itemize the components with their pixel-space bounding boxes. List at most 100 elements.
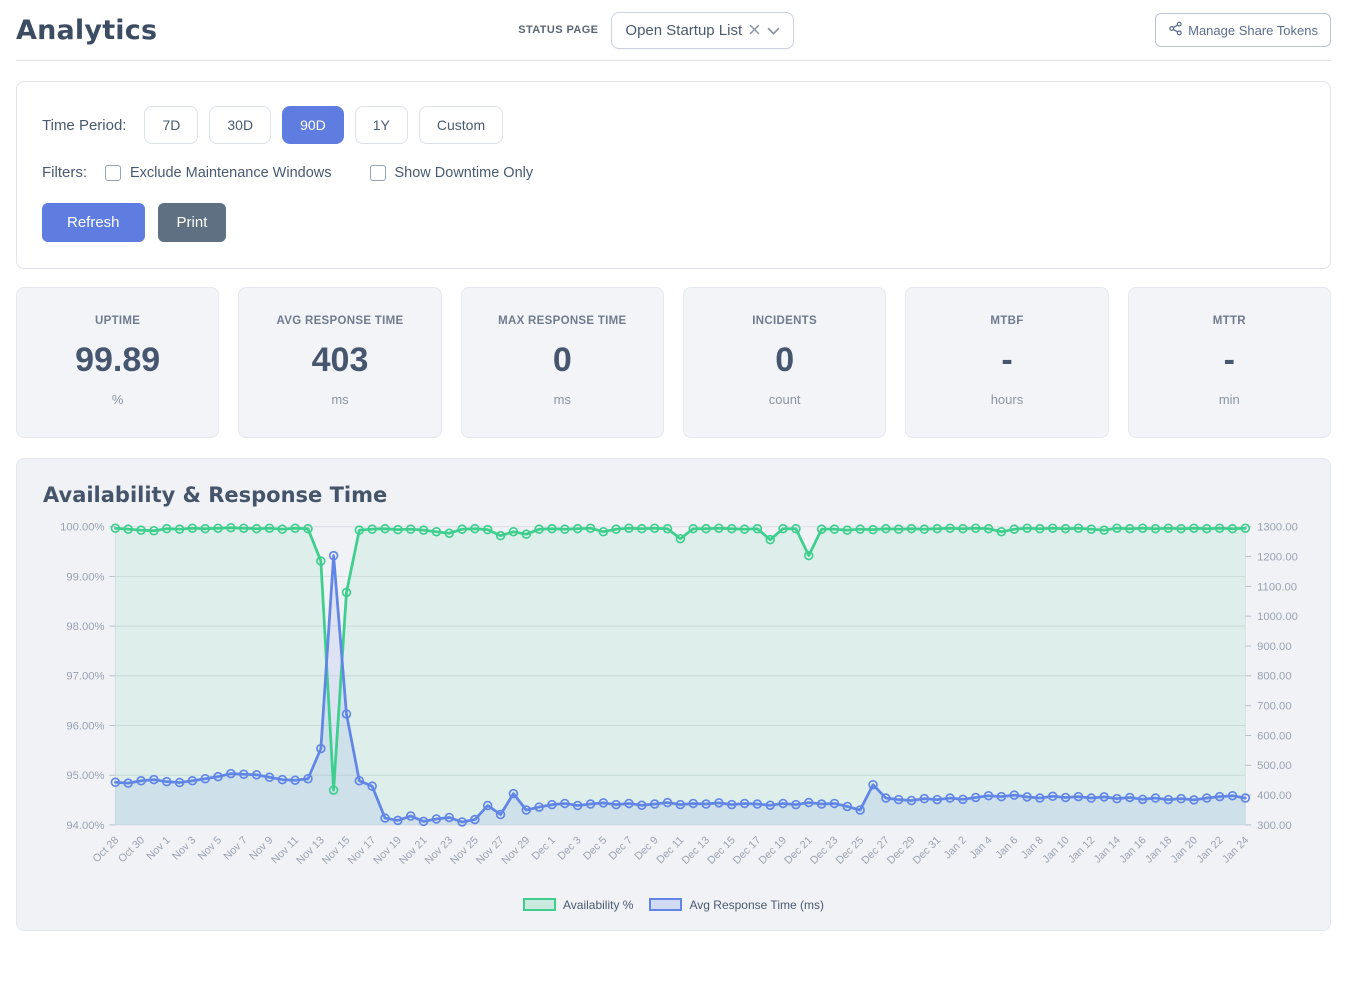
time-period-buttons: 7D 30D 90D 1Y Custom: [144, 106, 514, 144]
svg-text:900.00: 900.00: [1257, 641, 1291, 653]
svg-text:600.00: 600.00: [1257, 730, 1291, 742]
checkbox-show-downtime[interactable]: Show Downtime Only: [369, 164, 534, 181]
svg-text:Nov 23: Nov 23: [423, 834, 456, 867]
chart-legend: Availability % Avg Response Time (ms): [31, 898, 1316, 922]
stat-label: UPTIME: [95, 315, 141, 327]
svg-text:Dec 1: Dec 1: [530, 834, 558, 862]
stat-card-avg-response-time: AVG RESPONSE TIME 403 ms: [238, 287, 442, 438]
stat-unit: ms: [331, 392, 349, 407]
stat-label: MAX RESPONSE TIME: [498, 315, 627, 327]
svg-text:Dec 3: Dec 3: [555, 834, 583, 862]
status-page-label: STATUS PAGE: [518, 24, 599, 36]
legend-swatch-icon: [649, 898, 683, 912]
legend-item: Avg Response Time (ms): [649, 898, 824, 912]
legend-label: Avg Response Time (ms): [689, 897, 824, 912]
svg-text:Jan 20: Jan 20: [1169, 834, 1200, 865]
header-divider: [16, 60, 1331, 61]
checkbox-label: Show Downtime Only: [394, 164, 534, 181]
time-period-row: Time Period: 7D 30D 90D 1Y Custom: [42, 106, 1305, 144]
status-page-select[interactable]: Open Startup List: [611, 11, 795, 49]
time-period-button-custom[interactable]: Custom: [418, 106, 504, 144]
stat-card-mttr: MTTR - min: [1127, 287, 1331, 438]
stat-unit: %: [111, 392, 124, 407]
svg-text:Nov 1: Nov 1: [144, 834, 172, 862]
svg-text:Nov 29: Nov 29: [500, 834, 533, 867]
svg-text:98.00%: 98.00%: [66, 621, 104, 633]
svg-text:99.00%: 99.00%: [66, 571, 104, 583]
stat-value: -: [1223, 341, 1235, 379]
time-period-button-1y[interactable]: 1Y: [354, 106, 408, 144]
page-title: Analytics: [16, 14, 158, 46]
svg-text:Nov 27: Nov 27: [474, 834, 507, 867]
svg-text:1000.00: 1000.00: [1257, 611, 1298, 623]
filter-checkboxes: Exclude Maintenance Windows Show Downtime…: [105, 164, 571, 181]
time-period-button-30d[interactable]: 30D: [209, 106, 272, 144]
svg-text:Dec 27: Dec 27: [859, 834, 892, 867]
svg-text:Dec 21: Dec 21: [782, 834, 815, 867]
svg-text:Jan 12: Jan 12: [1066, 834, 1097, 865]
svg-text:94.00%: 94.00%: [66, 820, 104, 832]
chevron-down-icon: [767, 22, 780, 39]
legend-swatch-icon: [523, 898, 556, 912]
stat-label: INCIDENTS: [752, 315, 817, 327]
svg-text:Dec 31: Dec 31: [911, 834, 944, 867]
actions-row: Refresh Print: [42, 203, 1305, 242]
svg-text:Jan 6: Jan 6: [993, 834, 1020, 861]
filter-panel: Time Period: 7D 30D 90D 1Y Custom Filters: E…: [16, 81, 1331, 269]
refresh-button[interactable]: Refresh: [42, 203, 145, 242]
svg-text:Jan 14: Jan 14: [1092, 834, 1123, 865]
svg-text:Dec 29: Dec 29: [885, 834, 918, 867]
svg-text:Dec 19: Dec 19: [756, 834, 789, 867]
svg-text:Dec 17: Dec 17: [731, 834, 764, 867]
chart-card: Availability & Response Time 100.00% 99.0…: [16, 458, 1331, 931]
svg-text:100.00%: 100.00%: [60, 522, 104, 534]
svg-text:Oct 28: Oct 28: [90, 834, 121, 865]
stat-label: AVG RESPONSE TIME: [276, 315, 404, 327]
checkbox-exclude-maintenance[interactable]: Exclude Maintenance Windows: [105, 164, 332, 181]
svg-text:300.00: 300.00: [1257, 820, 1291, 832]
clear-selection-icon[interactable]: [749, 22, 760, 39]
stat-value: 0: [775, 341, 795, 379]
header: Analytics STATUS PAGE Open Startup List: [0, 0, 1347, 60]
time-period-button-90d[interactable]: 90D: [282, 106, 344, 144]
svg-text:Jan 2: Jan 2: [942, 834, 969, 861]
stat-card-incidents: INCIDENTS 0 count: [682, 287, 887, 438]
status-page-group: STATUS PAGE Open Startup List: [518, 11, 795, 49]
availability-response-chart: 100.00% 99.00% 98.00% 97.00% 96.00% 95.00% 94.…: [31, 513, 1316, 898]
svg-text:Jan 16: Jan 16: [1117, 834, 1148, 865]
checkbox-icon[interactable]: [369, 164, 386, 181]
svg-text:97.00%: 97.00%: [66, 671, 104, 683]
share-icon: [1168, 21, 1183, 39]
status-page-selected-value: Open Startup List: [625, 21, 743, 39]
time-period-label: Time Period:: [42, 116, 127, 134]
svg-text:Nov 13: Nov 13: [294, 834, 327, 867]
svg-text:Nov 17: Nov 17: [346, 834, 379, 867]
filters-row: Filters: Exclude Maintenance Windows Show…: [42, 164, 1305, 181]
checkbox-icon[interactable]: [105, 164, 121, 181]
manage-share-tokens-label: Manage Share Tokens: [1188, 22, 1318, 38]
stat-value: 99.89: [75, 341, 161, 379]
svg-text:Jan 24: Jan 24: [1220, 834, 1251, 865]
stat-value: -: [1001, 341, 1013, 379]
svg-text:Dec 25: Dec 25: [834, 834, 867, 867]
chart-svg: 100.00% 99.00% 98.00% 97.00% 96.00% 95.00% 94.…: [60, 522, 1298, 867]
stat-unit: min: [1218, 392, 1240, 407]
svg-text:Nov 21: Nov 21: [397, 834, 430, 867]
svg-text:1100.00: 1100.00: [1257, 581, 1297, 593]
stat-unit: ms: [553, 392, 571, 407]
manage-share-tokens-button[interactable]: Manage Share Tokens: [1155, 13, 1331, 47]
svg-text:400.00: 400.00: [1257, 790, 1291, 802]
svg-text:700.00: 700.00: [1257, 701, 1291, 713]
svg-text:Nov 19: Nov 19: [371, 834, 404, 867]
svg-text:500.00: 500.00: [1257, 760, 1291, 772]
svg-text:Nov 5: Nov 5: [196, 834, 224, 862]
legend-label: Availability %: [563, 897, 634, 912]
svg-text:Dec 23: Dec 23: [808, 834, 841, 867]
print-button[interactable]: Print: [157, 203, 227, 242]
time-period-button-7d[interactable]: 7D: [144, 106, 199, 144]
stat-label: MTBF: [990, 315, 1024, 327]
svg-text:Nov 7: Nov 7: [221, 834, 249, 862]
svg-text:1300.00: 1300.00: [1257, 522, 1298, 534]
svg-text:Nov 3: Nov 3: [170, 834, 198, 862]
